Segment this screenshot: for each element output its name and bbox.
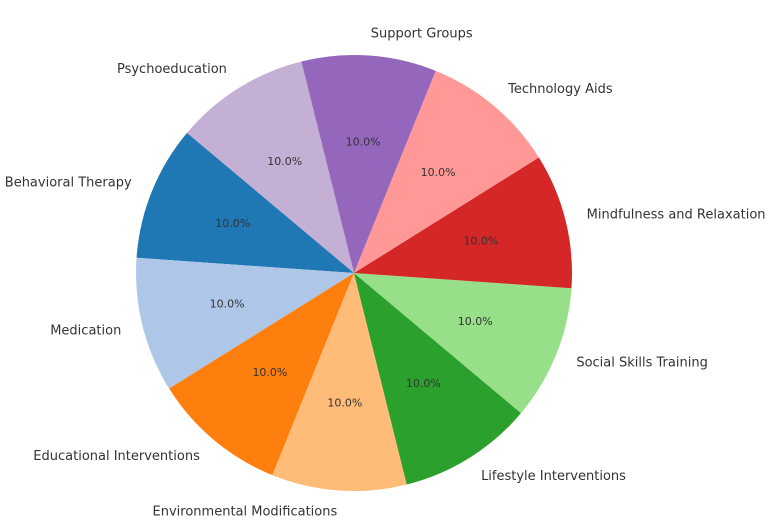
slice-percent: 10.0% <box>252 366 287 379</box>
slice-label: Medication <box>50 324 121 339</box>
slice-percent: 10.0% <box>406 377 441 390</box>
slice-label: Support Groups <box>371 26 473 41</box>
slice-percent: 10.0% <box>458 315 493 328</box>
slice-percent: 10.0% <box>327 396 362 409</box>
slice-percent: 10.0% <box>267 155 302 168</box>
pie-slice <box>169 273 354 476</box>
pie-slice <box>354 157 572 289</box>
slice-label: Psychoeducation <box>117 62 227 77</box>
slice-label: Mindfulness and Relaxation <box>587 207 766 222</box>
pie-slice <box>272 273 407 491</box>
slice-percent: 10.0% <box>215 217 250 230</box>
slice-percent: 10.0% <box>346 136 381 149</box>
slice-percent: 10.0% <box>421 166 456 179</box>
slice-label: Behavioral Therapy <box>5 176 132 191</box>
slice-percent: 10.0% <box>463 234 498 247</box>
slice-label: Lifestyle Interventions <box>481 469 626 484</box>
slice-label: Environmental Modifications <box>153 505 338 520</box>
pie-slice <box>187 61 354 274</box>
pie-slice <box>301 54 436 273</box>
pie-slice <box>136 257 354 389</box>
pie-slice <box>354 70 539 273</box>
pie-slice <box>136 132 354 273</box>
slice-label: Social Skills Training <box>576 355 708 370</box>
pie-slice <box>354 273 521 485</box>
slice-percent: 10.0% <box>210 298 245 311</box>
slice-label: Technology Aids <box>507 82 613 97</box>
pie-slice <box>354 273 572 414</box>
slice-label: Educational Interventions <box>33 449 200 464</box>
